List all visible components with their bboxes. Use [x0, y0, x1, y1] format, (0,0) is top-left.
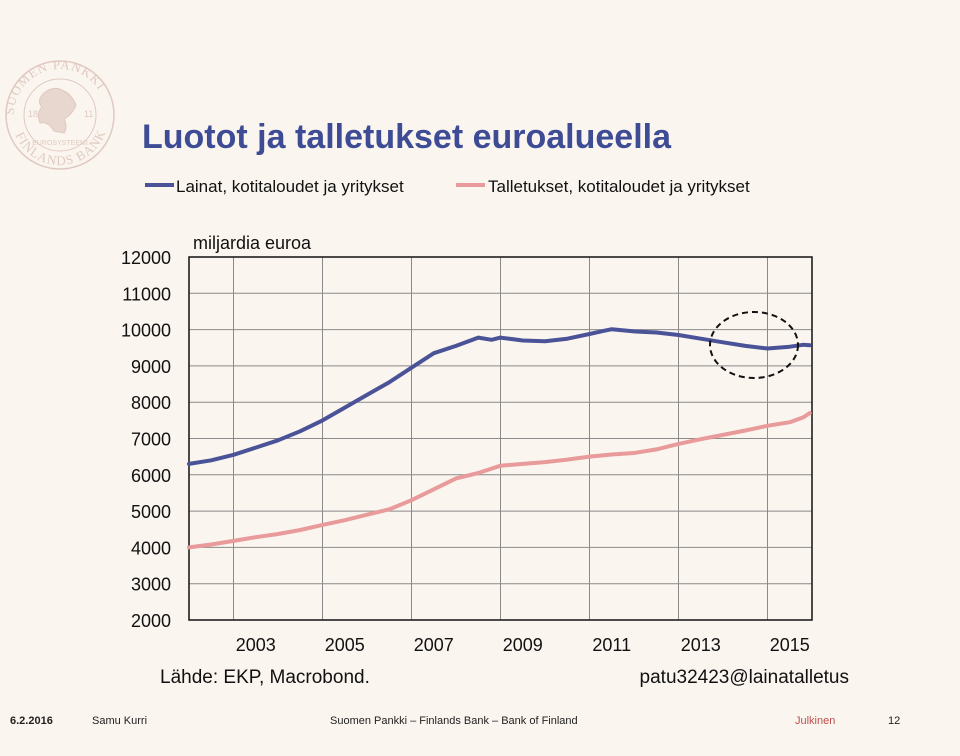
bank-seal-logo: SUOMEN PANKKI FINLANDS BANK EUROSYSTEEMI… — [2, 57, 115, 170]
x-tick-label: 2015 — [770, 635, 810, 655]
x-tick-label: 2009 — [503, 635, 543, 655]
seal-text-center: EUROSYSTEEMI — [32, 140, 88, 147]
footer-date: 6.2.2016 — [10, 715, 53, 727]
y-tick-label: 9000 — [131, 357, 171, 377]
footer-page-number: 12 — [888, 715, 901, 727]
y-tick-label: 8000 — [131, 393, 171, 413]
chart-grid — [189, 257, 812, 620]
x-axis-ticks: 2003 2005 2007 2009 2011 2013 2015 — [236, 635, 810, 655]
y-tick-label: 7000 — [131, 430, 171, 450]
y-tick-label: 3000 — [131, 575, 171, 595]
x-tick-label: 2003 — [236, 635, 276, 655]
footer-classification: Julkinen — [795, 715, 836, 727]
legend-deposits-label: Talletukset, kotitaloudet ja yritykset — [488, 177, 750, 196]
y-tick-label: 4000 — [131, 538, 171, 558]
deposits-series-line — [187, 411, 812, 550]
y-tick-label: 2000 — [131, 611, 171, 631]
page-title: Luotot ja talletukset euroalueella — [142, 118, 672, 156]
x-tick-label: 2011 — [592, 635, 631, 655]
plot-frame — [188, 256, 813, 621]
x-tick-label: 2013 — [681, 635, 721, 655]
y-tick-label: 11000 — [122, 284, 171, 304]
y-axis-unit-label: miljardia euroa — [193, 233, 312, 253]
highlight-circle — [709, 311, 799, 379]
y-tick-label: 10000 — [121, 321, 171, 341]
y-axis-ticks: 2000 3000 4000 5000 6000 7000 8000 9000 10000 110… — [121, 248, 171, 631]
lion-icon — [37, 87, 77, 134]
loans-series-line — [187, 327, 812, 466]
footer-author: Samu Kurri — [92, 715, 148, 727]
source-text: Lähde: EKP, Macrobond. — [160, 667, 370, 688]
legend-loans-label: Lainat, kotitaloudet ja yritykset — [176, 177, 404, 196]
x-tick-label: 2005 — [325, 635, 365, 655]
footer-org: Suomen Pankki – Finlands Bank – Bank of … — [330, 715, 578, 727]
y-tick-label: 5000 — [131, 502, 171, 522]
y-tick-label: 12000 — [121, 248, 171, 268]
x-tick-label: 2007 — [414, 635, 454, 655]
series-lines — [187, 327, 812, 550]
footer: 6.2.2016 Samu Kurri Suomen Pankki – Finl… — [0, 706, 960, 736]
y-tick-label: 6000 — [131, 466, 171, 486]
seal-year-right: 11 — [84, 109, 93, 119]
chart-code-text: patu32423@lainatalletus — [640, 667, 849, 688]
seal-year-left: 18 — [28, 109, 38, 119]
